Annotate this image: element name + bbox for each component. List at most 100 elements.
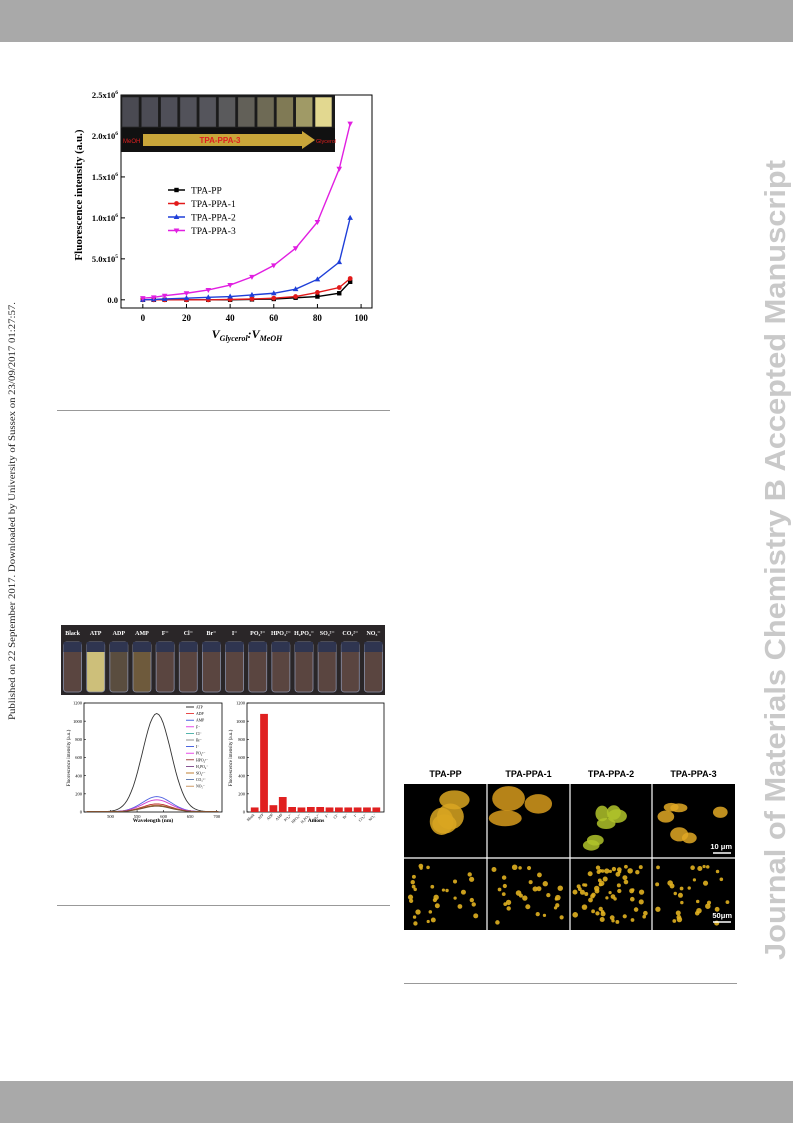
cell-dot: [460, 889, 466, 895]
bar: [288, 807, 296, 812]
series-line: [142, 123, 351, 299]
cell: [607, 809, 627, 823]
inset-vial: [160, 96, 178, 128]
legend-label: H₂PO₄⁻: [196, 765, 208, 769]
cell-dot: [635, 870, 640, 875]
cell-dot: [669, 883, 675, 889]
x-tick-label: 20: [182, 313, 192, 323]
spectra-ticks: 500 550 600 650 700 0 200 400 600 800 1000 1200: [73, 701, 221, 819]
vial-label: CO₃²⁻: [342, 631, 358, 637]
y-axis-label: Fluorescence intensity (a.u.): [73, 129, 85, 261]
cell-dot: [426, 865, 430, 870]
x-tick-label: 60: [269, 313, 279, 323]
grid-lines: [404, 784, 735, 930]
data-point: [293, 294, 299, 299]
vial-cap: [295, 642, 313, 652]
vial-label: H₂PO₄⁻: [294, 631, 314, 637]
bar: [260, 713, 268, 812]
cell: [436, 803, 464, 830]
bar: [372, 807, 381, 812]
gradient-arrow: [143, 131, 315, 149]
cell: [595, 805, 609, 822]
bar-ticks: 0 200 400 600 800 1000 1200: [236, 701, 249, 815]
cell-dot: [714, 906, 720, 912]
cell-dot: [595, 911, 600, 916]
x-tick-label: 550: [134, 814, 142, 819]
bars: Blank ATP ADP AMP PO₄³⁻HPO₄²⁻H₂PO₄⁻ SO₄²⁻ F⁻ Cl…: [246, 713, 381, 824]
cell-dot: [584, 892, 589, 896]
vial-label: HPO₄²⁻: [271, 631, 291, 637]
bar: [353, 807, 362, 812]
cell-dot: [413, 887, 417, 892]
cell-dot: [433, 894, 439, 901]
cell-dot: [542, 913, 547, 917]
x-tick-label: 80: [313, 313, 323, 323]
y-tick-label: 1.5x106: [92, 172, 118, 182]
bar: [316, 807, 325, 812]
cell-dot: [630, 896, 635, 902]
inset-vial: [237, 96, 256, 128]
cell-dot: [719, 877, 724, 882]
vial-labels: Black ATP ADP AMP F⁻ Cl⁻ Br⁻ I⁻ PO₄³⁻ HPO₄²⁻ H₂PO₄…: [65, 631, 380, 637]
cell-dot: [445, 888, 449, 893]
cell-dot: [624, 864, 628, 869]
cell: [439, 790, 470, 810]
bar-category-label: Cl⁻: [333, 813, 340, 820]
cell: [712, 806, 728, 818]
panel-title: TPA-PP: [429, 769, 461, 779]
data-point: [336, 259, 343, 265]
x-axis-label: VGlycerol:VMeOH: [212, 327, 283, 343]
cell-dot: [581, 904, 588, 910]
legend-label: CO₃²⁻: [196, 778, 206, 782]
vial-label: F⁻: [162, 631, 169, 637]
cell-dot: [655, 906, 661, 912]
cell: [657, 810, 675, 823]
y-tick-label: 200: [238, 791, 246, 796]
cell-dot: [546, 892, 551, 898]
cell-dot: [695, 899, 700, 904]
vial-label: Black: [65, 631, 80, 637]
y-tick-label: 400: [75, 773, 83, 778]
data-point: [249, 274, 255, 280]
cell-dot: [598, 880, 605, 887]
bar: [250, 807, 259, 812]
x-tick-label: 0: [141, 313, 146, 323]
vial-cap: [364, 642, 383, 652]
bar: [297, 807, 306, 812]
legend-label: F⁻: [196, 725, 200, 729]
spectrum-curve: [86, 805, 219, 813]
bar-category-label: NO₃⁻: [368, 813, 377, 822]
y-tick-labels: 0.0 5.0x105 1.0x106 1.5x106 2.0x106 2.5x106: [92, 90, 118, 305]
cell: [670, 803, 688, 813]
vial-row: [63, 641, 383, 693]
cell-dot: [591, 892, 596, 898]
legend-label: TPA-PP: [191, 187, 222, 197]
cell-dot: [410, 880, 415, 885]
cell-dot: [407, 894, 414, 900]
bar-category-label: ATP: [257, 813, 265, 821]
y-tick-label: 5.0x105: [92, 254, 118, 264]
bar-category-label: HPO₄²⁻: [291, 813, 302, 824]
data-point: [140, 296, 146, 302]
scalebar-top-label: 10 μm: [710, 842, 732, 851]
header-band: [0, 0, 793, 42]
cell-dot: [528, 880, 533, 885]
data-point: [227, 283, 233, 289]
data-point: [249, 291, 255, 297]
inset-vial: [198, 96, 217, 128]
data-point: [205, 287, 212, 293]
cell-dot: [411, 874, 416, 879]
bar-category-label: F⁻: [324, 813, 330, 819]
data-point: [270, 290, 277, 296]
cell-dot: [588, 897, 593, 903]
y-tick-label: 800: [238, 737, 246, 742]
legend-marker: [174, 187, 179, 193]
inset-vial: [314, 96, 333, 128]
cell-dot: [680, 900, 684, 905]
vial-cap: [179, 642, 198, 652]
data-point: [205, 294, 212, 300]
cell-dot: [676, 916, 683, 923]
inset-vial: [141, 96, 159, 128]
cell: [492, 786, 525, 811]
cell-dot: [532, 886, 538, 892]
